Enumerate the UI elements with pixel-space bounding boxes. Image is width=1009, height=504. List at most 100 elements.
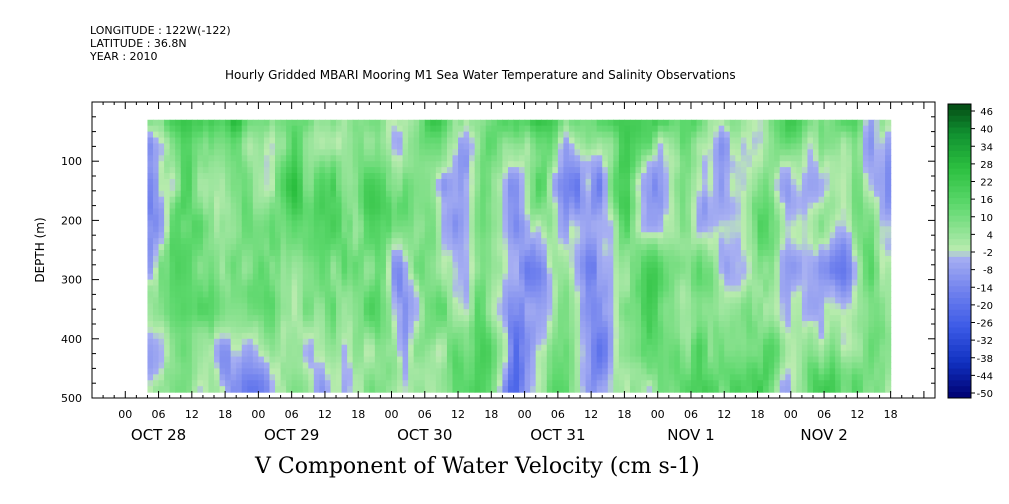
heatmap-cell bbox=[713, 332, 720, 340]
heatmap-cell bbox=[380, 131, 387, 139]
heatmap-cell bbox=[580, 338, 587, 346]
heatmap-cell bbox=[280, 321, 287, 328]
heatmap-cell bbox=[491, 350, 498, 358]
heatmap-cell bbox=[319, 214, 326, 221]
heatmap-cell bbox=[568, 196, 576, 204]
heatmap-cell bbox=[241, 255, 248, 263]
heatmap-cell bbox=[369, 125, 376, 133]
heatmap-cell bbox=[657, 202, 664, 210]
heatmap-cell bbox=[435, 374, 443, 381]
heatmap-cell bbox=[685, 285, 692, 293]
heatmap-cell bbox=[641, 167, 648, 174]
heatmap-cell bbox=[263, 386, 271, 393]
heatmap-cell bbox=[380, 273, 387, 281]
heatmap-cell bbox=[374, 338, 381, 346]
heatmap-cell bbox=[347, 303, 354, 310]
heatmap-cell bbox=[585, 149, 592, 156]
heatmap-cell bbox=[629, 173, 637, 180]
heatmap-cell bbox=[241, 362, 248, 369]
heatmap-cell bbox=[502, 250, 509, 257]
heatmap-cell bbox=[568, 119, 576, 127]
heatmap-cell bbox=[740, 326, 748, 334]
heatmap-cell bbox=[341, 332, 348, 340]
heatmap-cell bbox=[258, 297, 265, 304]
heatmap-cell bbox=[502, 326, 509, 334]
heatmap-cell bbox=[496, 131, 504, 139]
heatmap-cell bbox=[563, 315, 570, 322]
heatmap-cell bbox=[385, 119, 393, 127]
heatmap-cell bbox=[186, 184, 193, 192]
heatmap-cell bbox=[313, 184, 320, 192]
heatmap-cell bbox=[324, 261, 332, 269]
heatmap-cell bbox=[668, 297, 675, 304]
heatmap-cell bbox=[153, 303, 160, 310]
heatmap-cell bbox=[469, 374, 476, 381]
heatmap-cell bbox=[241, 309, 248, 316]
heatmap-cell bbox=[530, 285, 537, 293]
heatmap-cell bbox=[413, 214, 420, 221]
heatmap-cell bbox=[413, 368, 420, 375]
heatmap-cell bbox=[275, 273, 282, 281]
heatmap-cell bbox=[513, 297, 520, 304]
heatmap-cell bbox=[247, 291, 254, 298]
heatmap-cell bbox=[236, 315, 243, 322]
heatmap-cell bbox=[463, 250, 470, 257]
heatmap-cell bbox=[280, 208, 287, 216]
heatmap-cell bbox=[696, 291, 703, 298]
heatmap-cell bbox=[541, 167, 548, 174]
heatmap-cell bbox=[524, 202, 531, 210]
heatmap-cell bbox=[474, 386, 481, 393]
heatmap-cell bbox=[530, 149, 537, 156]
heatmap-cell bbox=[197, 374, 204, 381]
heatmap-cell bbox=[474, 309, 481, 316]
heatmap-cell bbox=[258, 332, 265, 340]
heatmap-cell bbox=[269, 161, 276, 168]
heatmap-cell bbox=[446, 303, 454, 310]
heatmap-cell bbox=[430, 344, 437, 352]
heatmap-cell bbox=[568, 226, 576, 233]
heatmap-cell bbox=[324, 326, 332, 334]
heatmap-cell bbox=[302, 232, 309, 239]
heatmap-cell bbox=[413, 326, 420, 334]
heatmap-cell bbox=[219, 220, 226, 227]
heatmap-cell bbox=[674, 350, 681, 358]
heatmap-cell bbox=[519, 255, 526, 263]
heatmap-cell bbox=[286, 173, 293, 180]
heatmap-cell bbox=[280, 149, 287, 156]
heatmap-cell bbox=[441, 380, 448, 387]
heatmap-cell bbox=[607, 261, 614, 269]
heatmap-cell bbox=[519, 173, 526, 180]
heatmap-cell bbox=[397, 285, 404, 293]
heatmap-cell bbox=[441, 374, 448, 381]
heatmap-cell bbox=[652, 202, 659, 210]
heatmap-cell bbox=[613, 232, 620, 239]
heatmap-cell bbox=[269, 125, 276, 133]
heatmap-cell bbox=[629, 149, 637, 156]
heatmap-cell bbox=[746, 208, 753, 216]
heatmap-cell bbox=[513, 119, 520, 127]
heatmap-cell bbox=[363, 374, 370, 381]
heatmap-cell bbox=[740, 380, 748, 387]
heatmap-cell bbox=[563, 184, 570, 192]
heatmap-cell bbox=[147, 167, 154, 174]
heatmap-cell bbox=[524, 344, 531, 352]
heatmap-cell bbox=[269, 279, 276, 287]
heatmap-cell bbox=[408, 202, 415, 210]
heatmap-cell bbox=[230, 309, 237, 316]
heatmap-cell bbox=[441, 273, 448, 281]
heatmap-cell bbox=[336, 178, 343, 186]
heatmap-cell bbox=[702, 220, 709, 227]
heatmap-cell bbox=[740, 214, 748, 221]
heatmap-cell bbox=[458, 285, 465, 293]
heatmap-cell bbox=[463, 368, 470, 375]
heatmap-cell bbox=[463, 202, 470, 210]
heatmap-cell bbox=[286, 226, 293, 233]
heatmap-cell bbox=[474, 326, 481, 334]
heatmap-cell bbox=[230, 161, 237, 168]
heatmap-cell bbox=[707, 178, 714, 186]
heatmap-cell bbox=[347, 131, 354, 139]
heatmap-cell bbox=[563, 137, 570, 145]
heatmap-cell bbox=[458, 344, 465, 352]
heatmap-cell bbox=[230, 380, 237, 387]
heatmap-cell bbox=[707, 143, 714, 150]
